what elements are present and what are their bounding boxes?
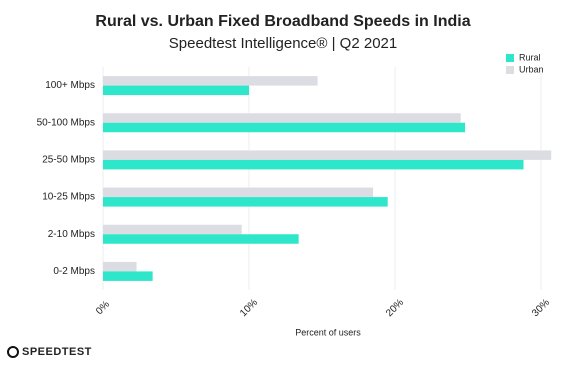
bar	[103, 85, 249, 96]
legend-swatch	[506, 54, 514, 62]
logo-icon	[7, 346, 19, 358]
x-axis-label: Percent of users	[295, 327, 361, 337]
legend-label: Urban	[519, 64, 544, 74]
y-tick-label: 25-50 Mbps	[42, 155, 95, 166]
x-tick-label: 30%	[530, 297, 552, 319]
y-tick-label: 50-100 Mbps	[37, 117, 95, 128]
bar	[103, 234, 299, 244]
y-tick-label: 10-25 Mbps	[42, 192, 95, 203]
bar	[103, 150, 552, 160]
legend-label: Rural	[519, 52, 541, 62]
bar	[103, 261, 137, 272]
chart-title: Rural vs. Urban Fixed Broadband Speeds i…	[95, 13, 470, 30]
y-tick-label: 100+ Mbps	[45, 80, 95, 91]
bar	[103, 113, 461, 123]
bar	[103, 224, 242, 235]
x-tick-label: 0%	[94, 299, 112, 317]
bar	[103, 159, 524, 170]
x-tick-label: 10%	[238, 297, 260, 319]
bar	[103, 122, 466, 133]
bar	[103, 271, 153, 281]
bar	[103, 76, 318, 86]
x-tick-label: 20%	[384, 297, 406, 319]
legend-swatch	[506, 66, 514, 74]
chart-subtitle: Speedtest Intelligence® | Q2 2021	[169, 35, 397, 52]
y-tick-label: 0-2 Mbps	[53, 266, 95, 277]
bar	[103, 197, 388, 207]
logo: SPEEDTEST	[22, 346, 92, 358]
y-tick-label: 2-10 Mbps	[48, 229, 95, 240]
bar	[103, 187, 374, 198]
